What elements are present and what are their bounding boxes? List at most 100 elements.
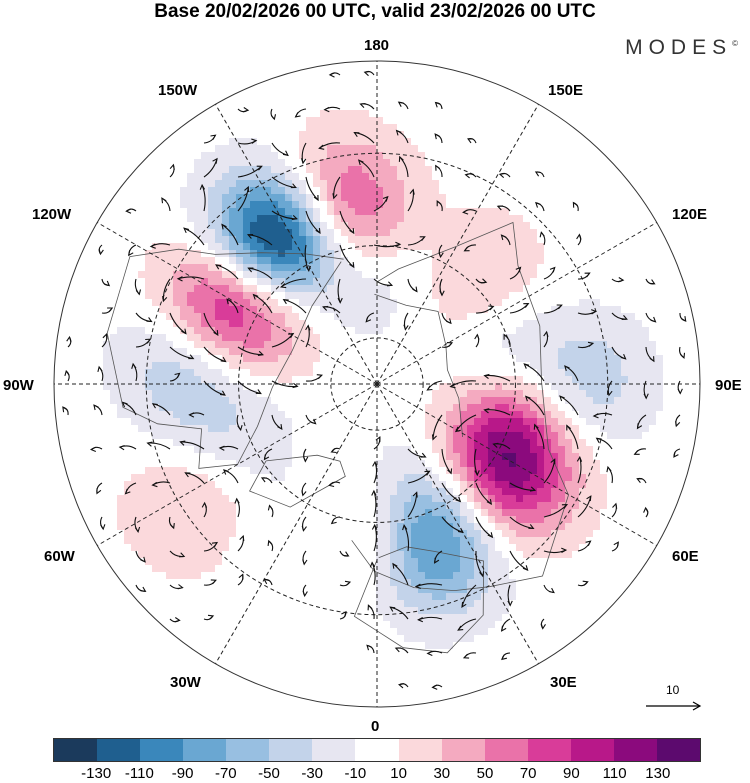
field-cell [516,103,524,111]
field-cell [201,278,209,286]
field-cell [383,187,391,195]
field-cell [292,82,300,90]
field-cell [635,390,643,398]
field-cell [264,117,272,125]
field-cell [635,306,643,314]
field-cell [481,292,489,300]
field-cell [572,187,580,195]
field-cell [145,467,153,475]
field-cell [467,278,475,286]
field-cell [523,320,531,328]
field-cell [544,355,552,363]
field-cell [250,117,258,125]
field-cell [516,355,524,363]
field-cell [327,194,335,202]
field-cell [404,481,412,489]
field-cell [649,327,657,335]
field-cell [222,397,230,405]
field-cell [481,327,489,335]
field-cell [621,285,629,293]
field-cell [201,243,209,251]
field-cell [187,194,195,202]
field-cell [68,453,76,461]
field-cell [180,411,188,419]
field-cell [103,446,111,454]
field-cell [299,495,307,503]
field-cell [208,159,216,167]
field-cell [663,348,671,356]
field-cell [159,201,167,209]
field-cell [614,250,622,258]
field-cell [642,243,650,251]
field-cell [579,334,587,342]
field-cell [467,152,475,160]
field-cell [362,236,370,244]
field-cell [327,180,335,188]
field-cell [621,411,629,419]
field-cell [530,208,538,216]
field-cell [278,439,286,447]
field-cell [425,215,433,223]
field-cell [96,376,104,384]
field-cell [565,257,573,265]
field-cell [138,376,146,384]
field-cell [579,362,587,370]
field-cell [404,96,412,104]
field-cell [208,453,216,461]
field-cell [124,369,132,377]
field-cell [327,236,335,244]
field-cell [327,243,335,251]
field-cell [481,271,489,279]
field-cell [152,327,160,335]
field-cell [313,467,321,475]
field-cell [474,180,482,188]
field-cell [446,187,454,195]
field-cell [208,201,216,209]
field-cell [208,439,216,447]
field-cell [600,222,608,230]
field-cell [341,180,349,188]
field-cell [362,453,370,461]
field-cell [236,124,244,132]
field-cell [208,313,216,321]
field-cell [110,236,118,244]
field-cell [306,495,314,503]
field-cell [89,495,97,503]
field-cell [215,145,223,153]
field-cell [187,257,195,265]
field-cell [152,397,160,405]
field-cell [495,404,503,412]
field-cell [474,257,482,265]
field-cell [425,264,433,272]
field-cell [565,376,573,384]
field-cell [257,264,265,272]
field-cell [355,75,363,83]
field-cell [439,208,447,216]
field-cell [432,110,440,118]
field-cell [334,467,342,475]
field-cell [145,145,153,153]
field-cell [558,418,566,426]
field-cell [173,313,181,321]
field-cell [446,292,454,300]
field-cell [334,320,342,328]
field-cell [103,215,111,223]
field-cell [628,481,636,489]
field-cell [166,264,174,272]
field-cell [698,341,700,349]
field-cell [299,96,307,104]
field-cell [299,166,307,174]
field-cell [236,306,244,314]
field-cell [439,397,447,405]
field-cell [341,110,349,118]
field-cell [54,334,62,342]
field-cell [264,355,272,363]
field-cell [411,145,419,153]
brand-logo: MODES© [625,36,738,60]
field-cell [110,425,118,433]
field-cell [390,180,398,188]
field-cell [481,488,489,496]
field-cell [390,425,398,433]
field-cell [194,397,202,405]
field-cell [425,96,433,104]
